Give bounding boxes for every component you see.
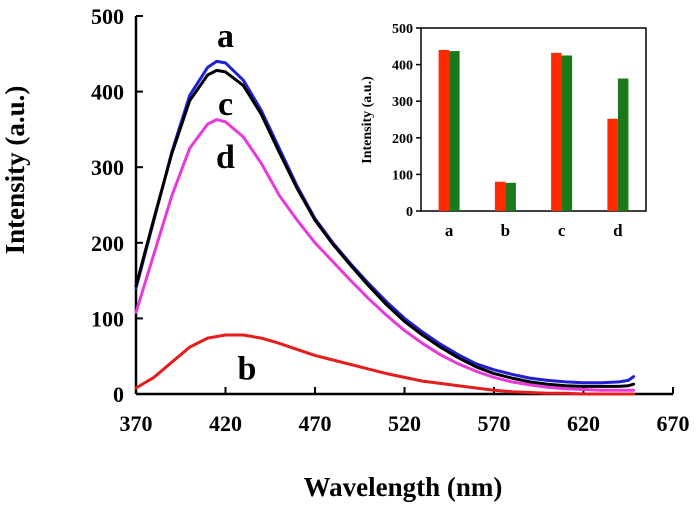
inset-bar-b-2 [505,182,516,211]
y-tick-label: 300 [91,155,124,180]
series-line-c [134,68,636,388]
curve-label-c: c [218,86,233,123]
inset-category-label: b [501,221,510,240]
inset-y-tick-label: 500 [392,22,413,37]
inset-bar-a-2 [449,51,460,211]
curve-label-d: d [216,139,235,176]
inset-y-tick-label: 200 [392,132,413,147]
inset-bar-chart: 0 100 200 300 400 500 a b c d Intensity (a.u.) [360,22,647,240]
inset-category-label: d [613,221,623,240]
curve-labels: acd b [216,18,256,388]
inset-bar-d-2 [617,78,629,211]
inset-y-axis-title: Intensity (a.u.) [360,76,375,164]
inset-y-tick-label: 300 [392,95,413,110]
y-tick-label: 400 [91,80,124,105]
y-axis-title: Intensity (a.u.) [0,86,30,255]
inset-bar-b-1 [494,181,506,211]
inset-bar-c-1 [551,52,562,212]
y-tick-label: 500 [91,4,124,29]
x-tick-label: 620 [567,411,600,436]
inset-bar-c-2 [561,55,573,211]
x-tick-label: 370 [120,411,153,436]
x-axis-title: Wavelength (nm) [304,472,503,502]
inset-category-label: a [445,221,454,240]
inset-y-tick-label: 0 [406,205,413,220]
x-tick-label: 570 [478,411,511,436]
y-tick-label: 100 [91,306,124,331]
series-line-b [134,333,636,396]
inset-y-tick-label: 100 [392,168,413,183]
series-line-a [134,59,636,385]
inset-bars [438,50,629,212]
curve-label-b: b [238,351,257,388]
inset-bar-d-1 [607,118,618,211]
inset-category-label: c [558,221,566,240]
y-tick-label: 0 [113,382,124,407]
x-tick-label: 420 [209,411,242,436]
x-tick-label: 470 [299,411,332,436]
x-tick-label: 670 [657,411,690,436]
inset-bar-a-1 [438,50,450,211]
y-tick-label: 200 [91,231,124,256]
x-tick-label: 520 [388,411,421,436]
inset-y-tick-label: 400 [392,59,413,74]
main-series [134,59,636,396]
curve-label-a: a [217,18,234,55]
series-line-d [134,118,636,392]
main-axes: 0 100 200 300 400 500 370 420 470 520 570 620 670 [91,4,690,436]
